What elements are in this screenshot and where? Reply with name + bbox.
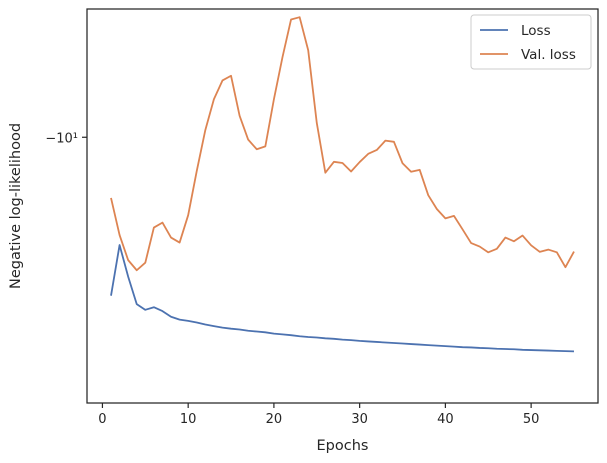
x-tick-label: 20 <box>266 412 283 427</box>
series-line-val-loss <box>110 16 575 272</box>
series-layer <box>110 16 575 353</box>
x-tick-label: 50 <box>523 412 540 427</box>
plot-frame <box>86 8 599 404</box>
legend-label-loss: Loss <box>521 23 551 39</box>
x-tick-label: 30 <box>351 412 368 427</box>
x-tick-label: 10 <box>180 412 197 427</box>
x-tick-label: 0 <box>98 412 106 427</box>
y-axis-label: Negative log-likelihood <box>8 123 24 289</box>
x-axis-label: Epochs <box>317 438 369 454</box>
x-axis: 0 10 20 30 40 50 <box>98 403 539 427</box>
y-axis: −10¹ <box>45 131 87 146</box>
legend: Loss Val. loss <box>470 14 592 70</box>
y-tick-label: −10¹ <box>45 131 78 146</box>
series-line-loss <box>110 244 575 353</box>
x-tick-label: 40 <box>437 412 454 427</box>
legend-label-val-loss: Val. loss <box>521 47 576 63</box>
legend-box <box>470 14 592 70</box>
